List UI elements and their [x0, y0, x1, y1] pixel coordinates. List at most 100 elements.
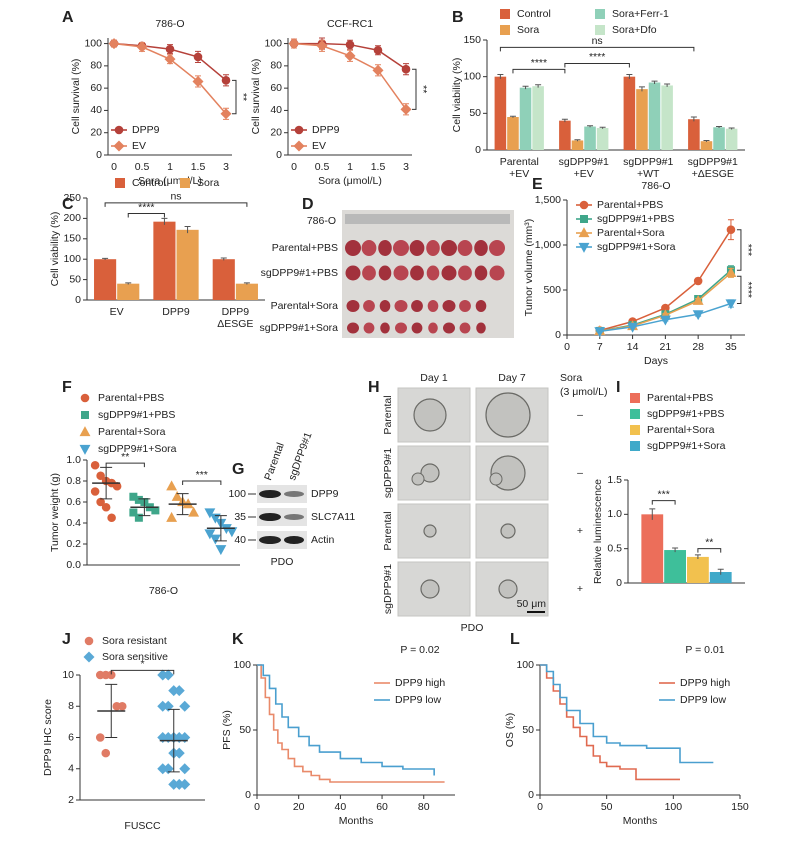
- marker: [693, 276, 703, 286]
- marker: [113, 140, 125, 152]
- marker: [90, 460, 100, 470]
- band-label: DPP9: [311, 488, 339, 500]
- organoid: [420, 579, 440, 599]
- marker: [725, 267, 737, 277]
- tumor: [362, 265, 376, 281]
- marker: [220, 108, 232, 120]
- sd-bar: [100, 466, 113, 500]
- legend-label: DPP9 high: [395, 677, 445, 689]
- bar: [117, 283, 140, 300]
- ruler: [345, 214, 510, 224]
- significance-label: ****: [742, 282, 754, 298]
- significance-label: *: [140, 658, 144, 670]
- y-tick-label: 0: [75, 294, 81, 306]
- marker: [179, 700, 191, 712]
- lane-label: sgDPP9#1: [286, 431, 314, 482]
- survival-curve: [257, 664, 445, 783]
- significance-bracket: [127, 213, 165, 218]
- bar: [584, 126, 596, 150]
- significance-bracket: [564, 62, 630, 68]
- row-label: Parental+PBS: [272, 242, 338, 254]
- treatment-label: –: [577, 409, 583, 421]
- organoid: [413, 398, 447, 432]
- x-tick-label: sgDPP9#1 +EV: [559, 156, 609, 180]
- legend-swatch: [595, 9, 605, 19]
- legend-label: EV: [312, 140, 326, 152]
- bar: [596, 128, 609, 150]
- legend-swatch: [500, 25, 510, 35]
- error-bar: [599, 126, 606, 129]
- error-bar: [522, 85, 529, 90]
- y-tick-label: 100: [233, 659, 251, 671]
- marker: [179, 778, 191, 790]
- bar: [507, 117, 519, 150]
- marker: [179, 731, 191, 744]
- significance-bracket: [105, 462, 145, 468]
- y-tick-label: 0: [245, 789, 251, 801]
- marker: [725, 299, 737, 310]
- significance-label: **: [417, 85, 429, 93]
- x-tick-label: 150: [731, 801, 749, 813]
- error-bar: [626, 73, 633, 79]
- legend-label: DPP9: [132, 124, 160, 136]
- legend-swatch: [630, 409, 640, 419]
- y-tick-label: 150: [463, 34, 481, 46]
- survival-curve: [257, 664, 435, 776]
- legend-label: Parental+PBS: [98, 392, 164, 404]
- y-tick-label: 0: [616, 577, 622, 589]
- x-tick-label: 21: [660, 341, 672, 353]
- error-bar: [574, 139, 581, 142]
- x-tick-label: 60: [376, 801, 388, 813]
- error-bar: [716, 126, 723, 128]
- x-axis-label: Sora (μmol/L): [318, 175, 382, 187]
- caption: PDO: [271, 556, 294, 568]
- tumor: [426, 240, 440, 256]
- marker: [166, 480, 178, 491]
- tumor: [378, 265, 392, 281]
- p-value: P = 0.01: [685, 644, 724, 656]
- legend-swatch: [595, 25, 605, 35]
- marker: [726, 225, 736, 234]
- significance-bracket: [697, 548, 722, 553]
- bar: [94, 259, 117, 300]
- x-tick-label: 0: [537, 801, 543, 813]
- treatment-label: +: [577, 583, 583, 595]
- significance-label: ****: [531, 57, 547, 69]
- y-tick-label: 0: [475, 144, 481, 156]
- marker: [580, 215, 588, 223]
- y-tick-label: 10: [62, 669, 74, 681]
- row-label: sgDPP9#1+PBS: [261, 267, 338, 279]
- marker: [101, 502, 111, 512]
- y-tick-label: 0.0: [66, 559, 81, 571]
- tumor: [363, 322, 375, 334]
- blot-band: [259, 490, 281, 498]
- legend-label: Sora sensitive: [102, 651, 168, 663]
- bar: [664, 550, 686, 583]
- error-bar: [672, 547, 679, 553]
- bar: [636, 89, 648, 150]
- significance-label: ***: [658, 488, 670, 500]
- error-bar: [587, 125, 594, 128]
- bar: [688, 119, 700, 150]
- tumor: [489, 265, 505, 281]
- tumor: [409, 240, 425, 256]
- marker: [209, 534, 221, 545]
- panel-label: G: [232, 461, 244, 478]
- marker: [101, 748, 111, 758]
- blot-strip: [257, 508, 307, 526]
- marker: [166, 511, 178, 522]
- error-bar: [125, 282, 132, 285]
- legend-swatch: [180, 178, 190, 188]
- legend-label: Control: [132, 177, 166, 189]
- legend-label: Parental+Sora: [647, 424, 715, 436]
- marker: [373, 45, 383, 55]
- x-axis-label: Months: [623, 815, 657, 827]
- survival-curve: [540, 664, 680, 781]
- marker: [345, 40, 355, 49]
- panel-label: D: [302, 196, 314, 213]
- y-axis-label: Cell viability (%): [451, 58, 463, 133]
- panel-label: A: [62, 9, 74, 26]
- significance-bracket: [736, 229, 742, 271]
- tumor: [394, 300, 408, 312]
- tumor: [345, 240, 361, 256]
